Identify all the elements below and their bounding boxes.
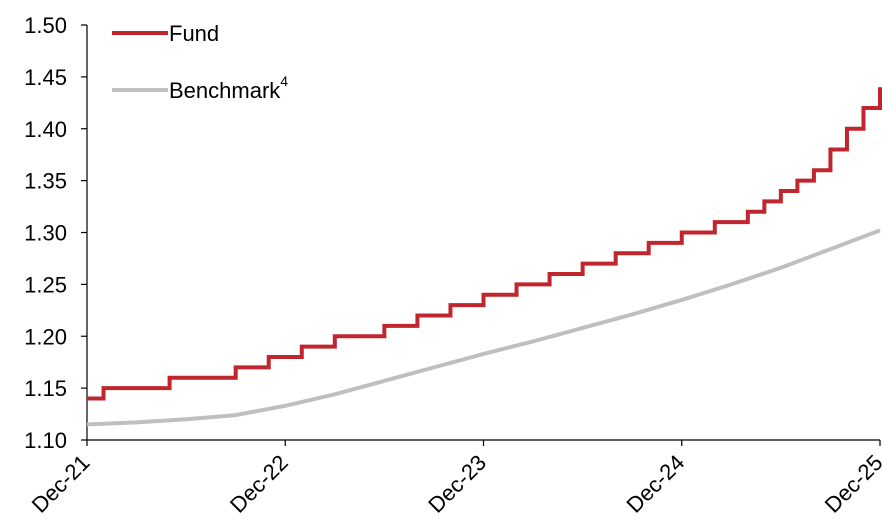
series-layer (86, 87, 882, 427)
series-line-benchmark (86, 228, 881, 427)
x-tick-label: Dec-23 (423, 450, 491, 518)
y-tick-label: 1.30 (24, 221, 67, 246)
x-tick-label: Dec-25 (820, 450, 882, 518)
legend-benchmark-text: Benchmark (169, 78, 281, 103)
legend: Fund Benchmark4 (112, 21, 288, 103)
x-tick-label: Dec-24 (621, 450, 689, 518)
series-line-fund (87, 87, 882, 401)
legend-label-benchmark: Benchmark4 (169, 73, 288, 103)
y-tick-label: 1.10 (24, 428, 67, 453)
y-tick-label: 1.15 (24, 376, 67, 401)
y-axis-ticks: 1.10 1.15 1.20 1.25 1.30 1.35 1.40 1.45 1.50 (24, 13, 87, 453)
legend-label-fund: Fund (169, 21, 219, 46)
y-tick-label: 1.20 (24, 324, 67, 349)
x-tick-label: Dec-22 (225, 450, 293, 518)
y-tick-label: 1.25 (24, 272, 67, 297)
x-axis-ticks: Dec-21 Dec-22 Dec-23 Dec-24 Dec-25 (27, 440, 882, 518)
x-tick-label: Dec-21 (27, 450, 95, 518)
y-tick-label: 1.45 (24, 65, 67, 90)
y-tick-label: 1.40 (24, 117, 67, 142)
legend-benchmark-superscript: 4 (280, 73, 288, 89)
y-tick-label: 1.35 (24, 169, 67, 194)
y-tick-label: 1.50 (24, 13, 67, 38)
